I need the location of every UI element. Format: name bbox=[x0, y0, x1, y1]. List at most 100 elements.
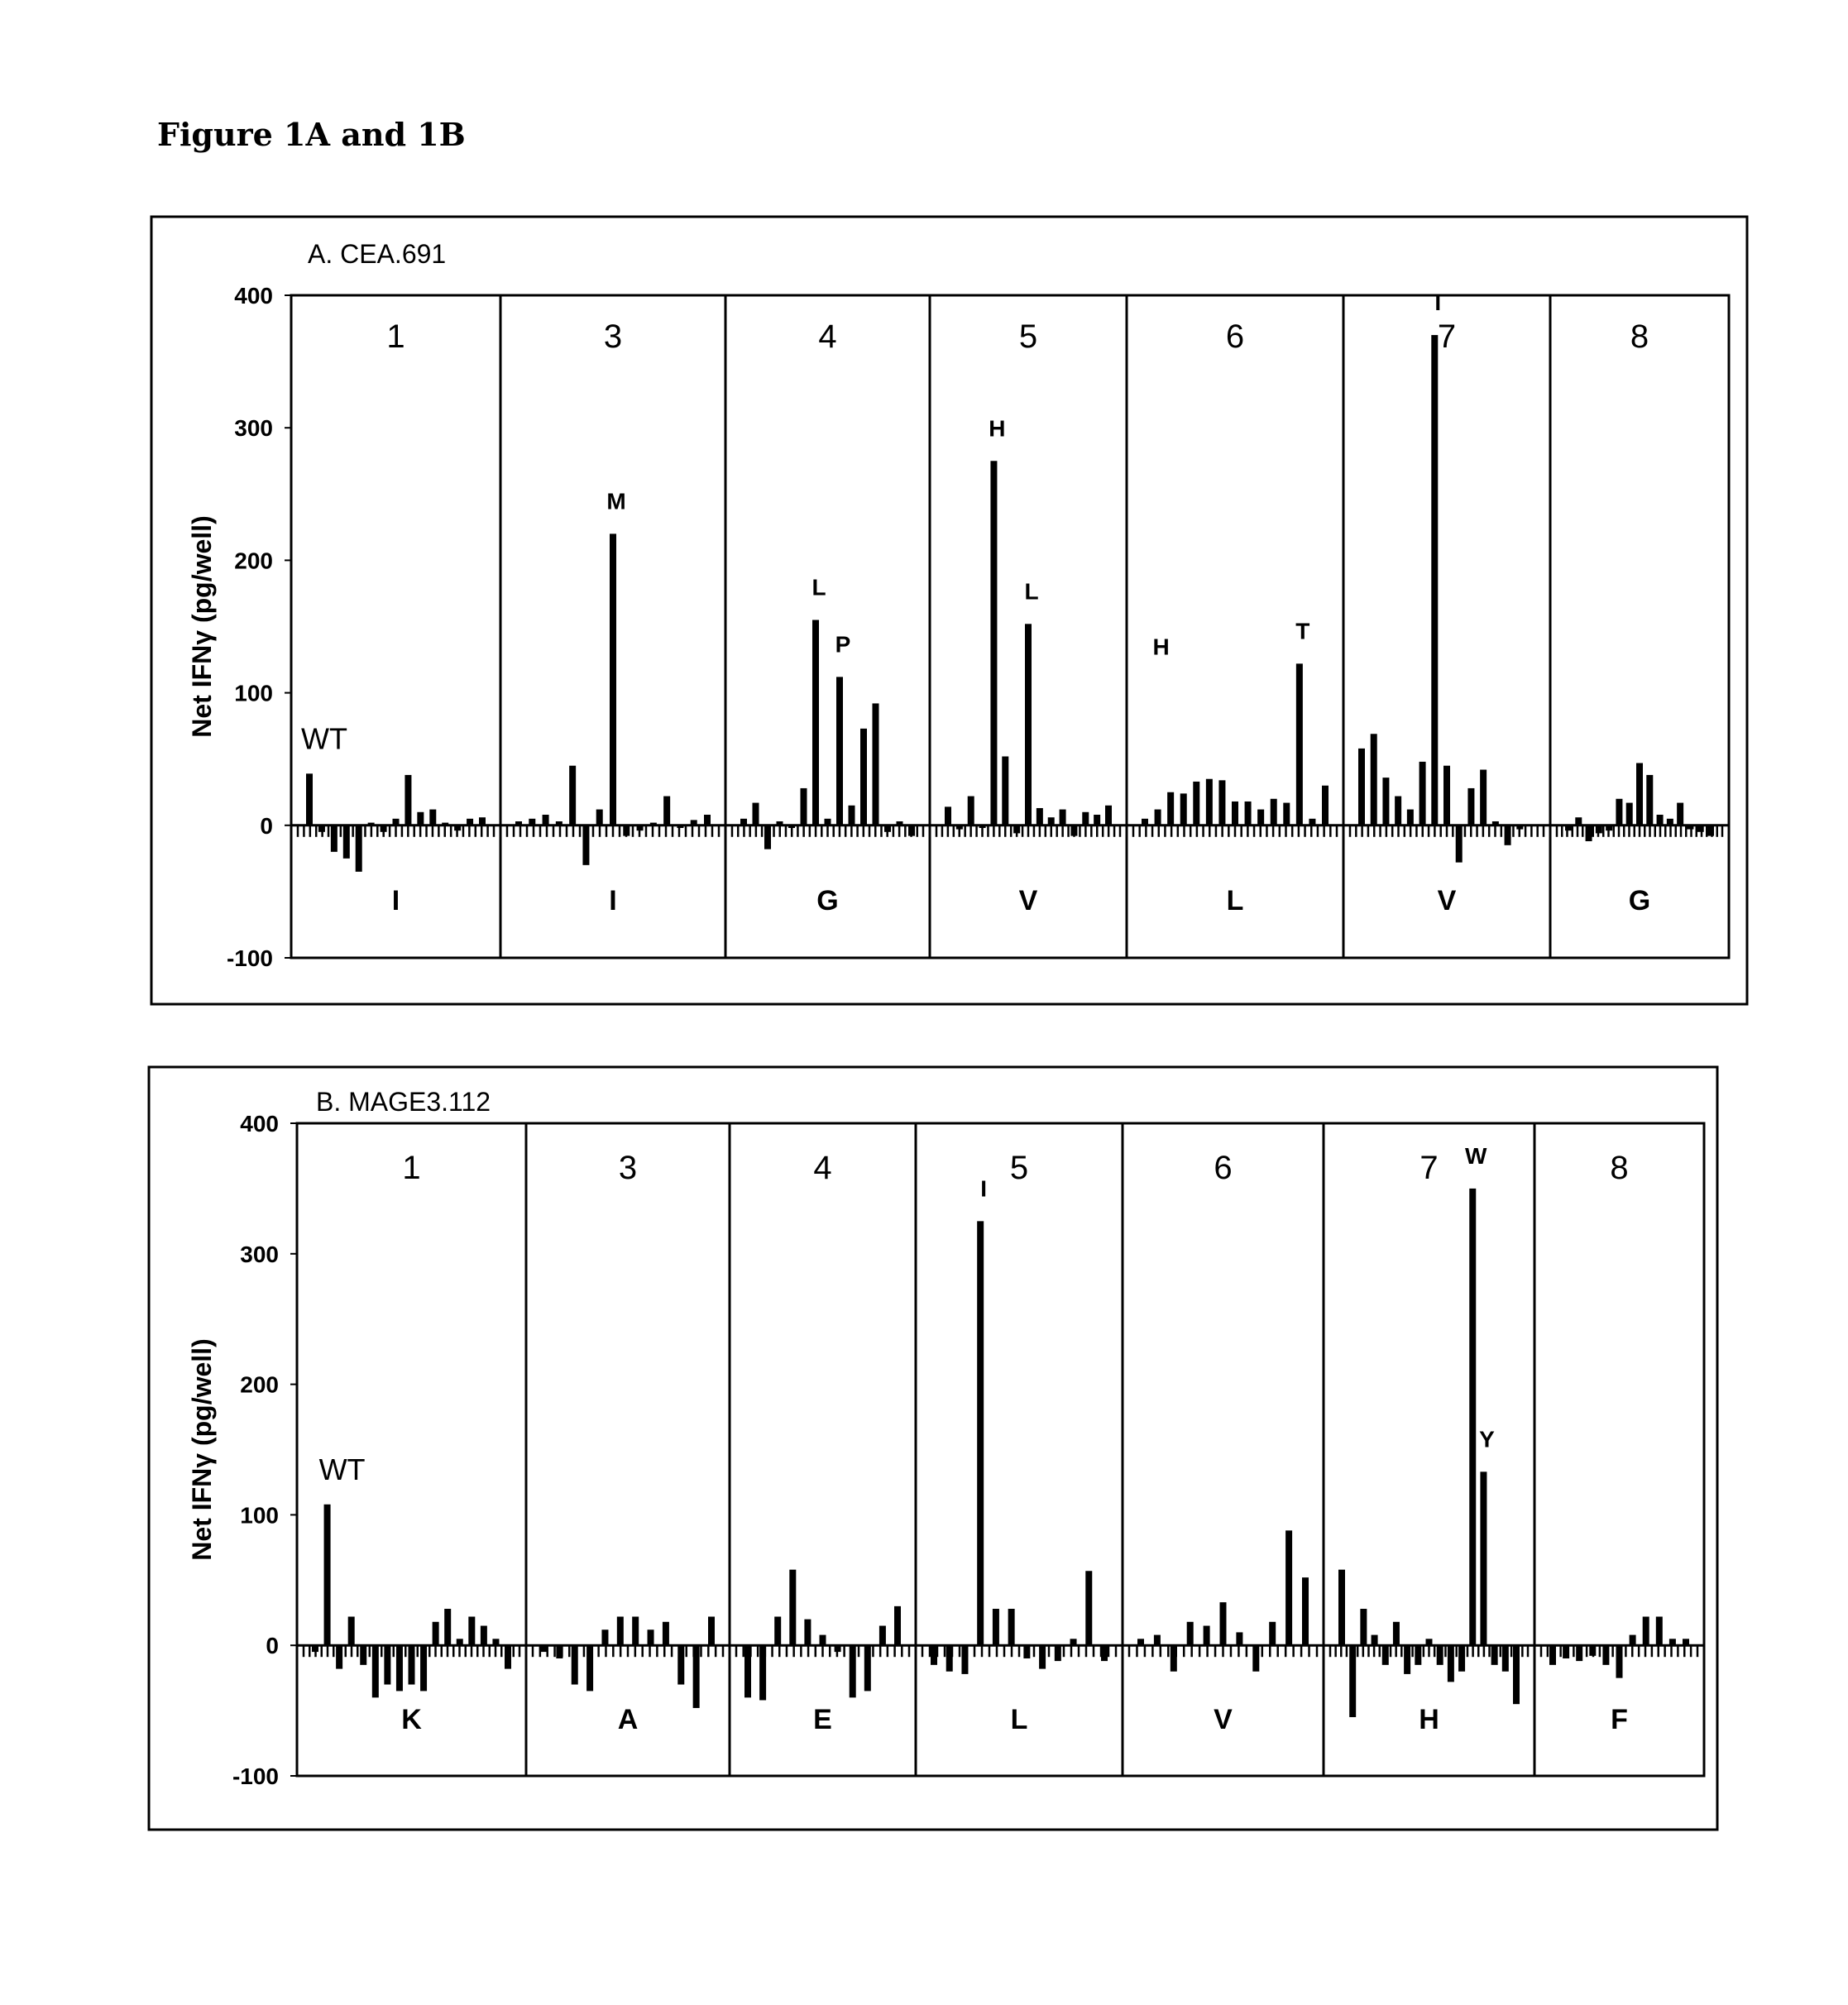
bar-pos5-7 bbox=[1023, 1645, 1030, 1658]
bar-pos1-8 bbox=[393, 819, 400, 825]
bar-pos7-17 bbox=[1513, 1645, 1520, 1704]
bar-pos1-14 bbox=[467, 819, 473, 825]
bar-pos3-7 bbox=[596, 810, 603, 825]
substitution-label: I bbox=[1434, 290, 1441, 315]
bar-pos7-14 bbox=[1480, 1471, 1487, 1645]
substitution-label: L bbox=[1024, 578, 1038, 604]
bar-pos4-9 bbox=[836, 677, 843, 825]
bar-pos4-11 bbox=[894, 1606, 901, 1645]
bar-pos1-13 bbox=[457, 1639, 463, 1645]
substitution-label: H bbox=[1152, 634, 1169, 660]
section-number-6: 6 bbox=[1214, 1150, 1232, 1186]
bar-pos4-4 bbox=[777, 821, 783, 825]
y-tick-label: -100 bbox=[227, 945, 273, 971]
bar-pos5-9 bbox=[1037, 808, 1043, 825]
bar-pos8-3 bbox=[1576, 1645, 1582, 1661]
bar-pos7-3 bbox=[1382, 778, 1389, 825]
bar-pos3-11 bbox=[693, 1645, 700, 1708]
bar-pos4-10 bbox=[879, 1626, 886, 1646]
bar-pos4-7 bbox=[812, 620, 819, 825]
bar-pos1-5 bbox=[356, 825, 362, 872]
bar-pos4-8 bbox=[850, 1645, 856, 1697]
native-residue-8: F bbox=[1611, 1704, 1628, 1735]
bar-pos4-3 bbox=[764, 825, 771, 849]
bar-pos5-9 bbox=[1055, 1645, 1061, 1661]
y-tick-label: 100 bbox=[240, 1502, 279, 1528]
bar-pos8-2 bbox=[1563, 1645, 1569, 1658]
bar-pos7-10 bbox=[1437, 1645, 1443, 1665]
bar-pos7-13 bbox=[1505, 825, 1511, 845]
bar-pos1-4 bbox=[343, 825, 350, 859]
bar-pos6-6 bbox=[1206, 779, 1213, 825]
bar-pos3-3 bbox=[543, 815, 549, 825]
bar-pos5-11 bbox=[1085, 1571, 1092, 1645]
bar-pos7-3 bbox=[1360, 1609, 1367, 1645]
bar-pos5-3 bbox=[968, 797, 974, 825]
panel-a-chart: 4003002001000-100Net IFNγ (pg/well)1I3I4… bbox=[187, 283, 1729, 971]
section-number-7: 7 bbox=[1438, 318, 1456, 355]
substitution-label: P bbox=[835, 631, 851, 657]
bar-pos1-15 bbox=[479, 817, 486, 825]
bar-pos4-2 bbox=[759, 1645, 766, 1700]
bar-pos7-1 bbox=[1358, 749, 1365, 825]
bar-pos4-6 bbox=[820, 1635, 826, 1646]
bar-pos6-13 bbox=[1296, 663, 1303, 825]
bar-pos8-10 bbox=[1657, 815, 1664, 825]
bar-pos5-1 bbox=[945, 806, 951, 825]
panel-b-chart: 4003002001000-100Net IFNγ (pg/well)1K3A4… bbox=[187, 1111, 1704, 1789]
bar-pos3-9 bbox=[663, 1622, 669, 1645]
bar-pos8-11 bbox=[1683, 1639, 1689, 1645]
section-number-1: 1 bbox=[402, 1150, 420, 1186]
bar-pos7-9 bbox=[1456, 825, 1463, 863]
bar-pos4-1 bbox=[744, 1645, 751, 1697]
substitution-label: H bbox=[989, 415, 1005, 441]
bar-pos6-6 bbox=[1220, 1602, 1227, 1645]
bar-pos8-14 bbox=[1697, 825, 1704, 832]
plot-area-frame bbox=[291, 295, 1729, 958]
bar-pos8-5 bbox=[1606, 825, 1612, 830]
bar-pos8-13 bbox=[1687, 825, 1693, 830]
bar-pos4-2 bbox=[753, 803, 759, 825]
panel-a-title: A. CEA.691 bbox=[308, 239, 446, 269]
bar-pos4-11 bbox=[860, 729, 867, 825]
y-axis-label: Net IFNγ (pg/well) bbox=[187, 515, 217, 737]
bar-pos5-5 bbox=[993, 1609, 999, 1645]
bar-pos6-11 bbox=[1271, 799, 1277, 825]
bar-pos6-4 bbox=[1187, 1622, 1194, 1645]
bar-pos3-4 bbox=[586, 1645, 593, 1691]
wild-type-label: WT bbox=[319, 1452, 366, 1486]
native-residue-4: G bbox=[816, 885, 838, 916]
bar-pos3-8 bbox=[610, 534, 616, 825]
bar-pos3-12 bbox=[663, 797, 670, 825]
bar-pos8-9 bbox=[1656, 1616, 1663, 1645]
bar-pos7-14 bbox=[1516, 825, 1523, 830]
section-number-6: 6 bbox=[1226, 318, 1244, 355]
bar-pos6-3 bbox=[1167, 792, 1174, 825]
bar-pos6-3 bbox=[1171, 1645, 1177, 1672]
native-residue-8: G bbox=[1629, 885, 1650, 916]
bar-pos8-7 bbox=[1626, 803, 1633, 825]
bar-pos1-11 bbox=[433, 1622, 439, 1645]
bar-pos7-8 bbox=[1443, 766, 1450, 825]
bar-pos1-3 bbox=[336, 1645, 342, 1668]
bar-pos3-1 bbox=[515, 821, 522, 825]
bar-pos5-8 bbox=[1039, 1645, 1046, 1668]
bar-pos1-8 bbox=[396, 1645, 403, 1691]
bar-pos7-16 bbox=[1502, 1645, 1509, 1672]
bar-pos4-1 bbox=[740, 819, 747, 825]
bar-pos8-5 bbox=[1602, 1645, 1609, 1665]
bar-pos1-6 bbox=[372, 1645, 379, 1697]
bar-pos6-10 bbox=[1257, 810, 1264, 825]
bar-pos1-1 bbox=[312, 1645, 318, 1652]
bar-pos8-6 bbox=[1616, 799, 1622, 825]
bar-pos7-15 bbox=[1529, 825, 1535, 826]
bar-pos1-12 bbox=[442, 823, 448, 825]
bar-pos7-5 bbox=[1382, 1645, 1389, 1665]
bar-pos5-12 bbox=[1070, 825, 1077, 836]
bar-pos3-3 bbox=[572, 1645, 578, 1684]
bar-pos6-15 bbox=[1322, 786, 1329, 825]
bar-pos5-15 bbox=[1105, 806, 1112, 825]
bar-pos6-14 bbox=[1309, 819, 1315, 825]
section-number-5: 5 bbox=[1019, 318, 1037, 355]
bar-pos6-4 bbox=[1180, 793, 1187, 825]
